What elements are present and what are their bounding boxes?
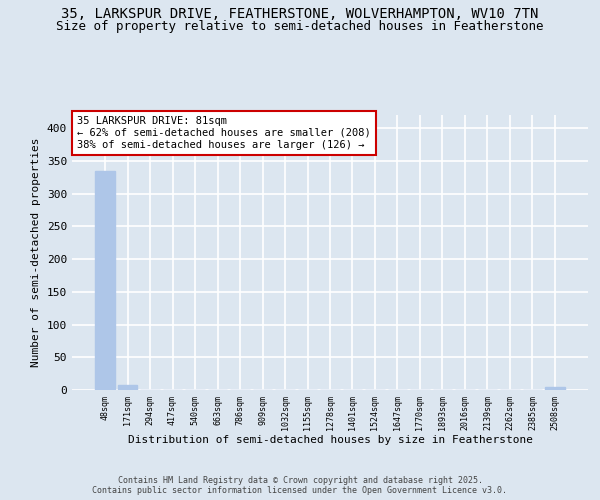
Bar <box>545 388 565 390</box>
Bar <box>95 172 115 390</box>
Y-axis label: Number of semi-detached properties: Number of semi-detached properties <box>31 138 41 367</box>
Text: Size of property relative to semi-detached houses in Featherstone: Size of property relative to semi-detach… <box>56 20 544 33</box>
X-axis label: Distribution of semi-detached houses by size in Featherstone: Distribution of semi-detached houses by … <box>128 436 533 446</box>
Bar <box>118 386 137 390</box>
Text: 35 LARKSPUR DRIVE: 81sqm
← 62% of semi-detached houses are smaller (208)
38% of : 35 LARKSPUR DRIVE: 81sqm ← 62% of semi-d… <box>77 116 371 150</box>
Text: 35, LARKSPUR DRIVE, FEATHERSTONE, WOLVERHAMPTON, WV10 7TN: 35, LARKSPUR DRIVE, FEATHERSTONE, WOLVER… <box>61 8 539 22</box>
Text: Contains HM Land Registry data © Crown copyright and database right 2025.
Contai: Contains HM Land Registry data © Crown c… <box>92 476 508 495</box>
